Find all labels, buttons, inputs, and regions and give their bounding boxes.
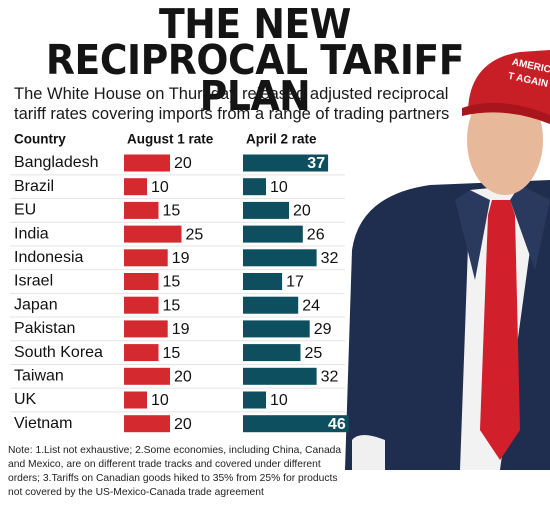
bar xyxy=(124,415,170,433)
bar xyxy=(124,225,182,243)
category-label: Japan xyxy=(14,296,58,313)
value-label: 20 xyxy=(174,416,192,433)
category-label: Taiwan xyxy=(14,368,64,385)
bar xyxy=(124,344,159,362)
category-label: UK xyxy=(14,391,37,408)
column-header: Country xyxy=(14,132,66,147)
bar xyxy=(124,249,168,267)
photo: AMERICA T AGAIN xyxy=(345,50,550,470)
value-label: 10 xyxy=(270,392,288,409)
bar xyxy=(124,154,170,172)
bar xyxy=(124,296,159,314)
bar xyxy=(124,273,159,290)
category-label: Israel xyxy=(14,273,53,290)
value-label: 32 xyxy=(321,250,339,267)
bar xyxy=(243,154,329,172)
value-label: 24 xyxy=(302,297,320,314)
bar xyxy=(243,320,310,338)
value-label: 19 xyxy=(172,321,190,338)
value-label: 10 xyxy=(270,179,288,196)
category-label: Bangladesh xyxy=(14,154,99,171)
value-label: 25 xyxy=(186,226,204,243)
value-label: 15 xyxy=(163,274,181,291)
bar xyxy=(243,273,283,290)
subtitle: The White House on Thursday released adj… xyxy=(14,85,450,123)
note: Note: 1.List not exhaustive; 2.Some econ… xyxy=(8,445,342,498)
value-label: 17 xyxy=(286,274,304,291)
value-label: 37 xyxy=(307,155,325,172)
value-label: 32 xyxy=(321,369,339,386)
value-label: 19 xyxy=(172,250,190,267)
value-label: 15 xyxy=(163,203,181,220)
value-label: 20 xyxy=(174,369,192,386)
bar xyxy=(124,391,147,409)
category-label: Indonesia xyxy=(14,249,83,266)
bar xyxy=(243,225,303,243)
value-label: 46 xyxy=(328,416,346,433)
value-label: 15 xyxy=(163,297,181,314)
value-label: 29 xyxy=(314,321,332,338)
value-label: 26 xyxy=(307,226,325,243)
category-label: EU xyxy=(14,202,36,219)
category-label: India xyxy=(14,225,49,242)
legend-label: August 1 rate xyxy=(127,132,214,147)
bar xyxy=(124,367,170,385)
bar xyxy=(243,249,317,267)
category-label: South Korea xyxy=(14,344,103,361)
value-label: 15 xyxy=(163,345,181,362)
bar xyxy=(243,391,266,409)
bar xyxy=(243,344,301,362)
value-label: 20 xyxy=(174,155,192,172)
bar xyxy=(124,320,168,338)
value-label: 10 xyxy=(151,179,169,196)
bar xyxy=(243,415,349,433)
bar xyxy=(124,178,147,196)
category-label: Pakistan xyxy=(14,320,75,337)
bar xyxy=(124,201,159,219)
category-label: Vietnam xyxy=(14,415,72,432)
value-label: 10 xyxy=(151,392,169,409)
bar xyxy=(243,296,299,314)
value-label: 25 xyxy=(305,345,323,362)
bar xyxy=(243,178,266,196)
category-label: Brazil xyxy=(14,178,54,195)
bar xyxy=(243,367,317,385)
value-label: 20 xyxy=(293,203,311,220)
title: THE NEW RECIPROCAL TARIFF PLAN xyxy=(45,0,465,120)
legend-label: April 2 rate xyxy=(246,132,317,147)
bar xyxy=(243,201,289,219)
